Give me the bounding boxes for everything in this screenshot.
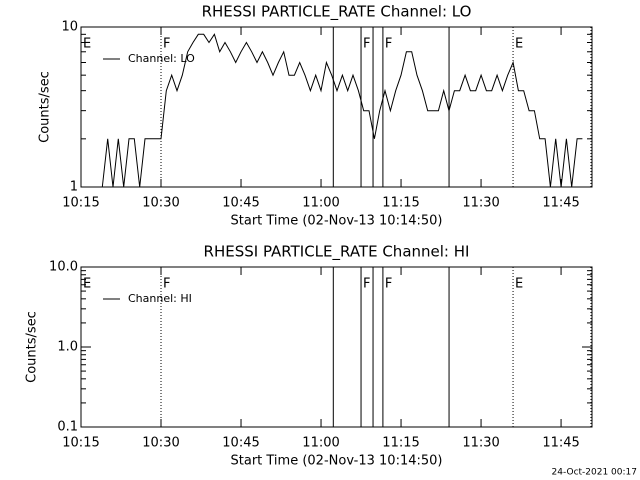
x-tick-label: 11:00 [302, 196, 339, 211]
x-tick-label: 10:15 [62, 196, 99, 211]
x-tick-label: 10:30 [142, 196, 179, 211]
x-tick-label: 11:30 [462, 196, 499, 211]
flag-label: E [515, 277, 523, 292]
y-axis-label: Counts/sec [38, 71, 53, 143]
x-tick-label: 11:45 [542, 196, 579, 211]
x-tick-label: 10:15 [62, 436, 99, 451]
x-tick-label: 11:15 [382, 196, 419, 211]
flag-label: F [363, 277, 370, 292]
x-axis-label: Start Time (02-Nov-13 10:14:50) [231, 214, 443, 229]
x-tick-label: 10:45 [222, 436, 259, 451]
chart-title: RHESSI PARTICLE_RATE Channel: HI [204, 243, 470, 262]
y-axis-label: Counts/sec [25, 311, 40, 383]
y-tick-label: 1.0 [57, 340, 78, 355]
data-line [101, 33, 583, 188]
x-tick-label: 10:45 [222, 196, 259, 211]
chart-title: RHESSI PARTICLE_RATE Channel: LO [202, 3, 472, 22]
x-tick-label: 11:15 [382, 436, 419, 451]
x-tick-label: 11:30 [462, 436, 499, 451]
plot-frame [80, 26, 593, 188]
y-tick-label: 0.1 [57, 420, 78, 435]
y-tick-label: 10 [61, 20, 78, 35]
x-tick-label: 11:45 [542, 436, 579, 451]
flag-label: E [515, 37, 523, 52]
x-tick-label: 11:00 [302, 436, 339, 451]
flag-label: F [163, 37, 170, 52]
flag-label: F [363, 37, 370, 52]
legend-label: Channel: HI [128, 292, 192, 305]
flag-label: F [163, 277, 170, 292]
y-tick-label: 1 [70, 180, 78, 195]
flag-label: F [385, 37, 392, 52]
flag-label: E [83, 277, 91, 292]
legend-label: Channel: LO [128, 52, 195, 65]
x-tick-label: 10:30 [142, 436, 179, 451]
footer: 24-Oct-2021 00:17 [552, 468, 637, 478]
flag-label: F [385, 277, 392, 292]
flag-label: E [83, 37, 91, 52]
y-tick-label: 10.0 [49, 260, 78, 275]
x-axis-label: Start Time (02-Nov-13 10:14:50) [231, 454, 443, 469]
